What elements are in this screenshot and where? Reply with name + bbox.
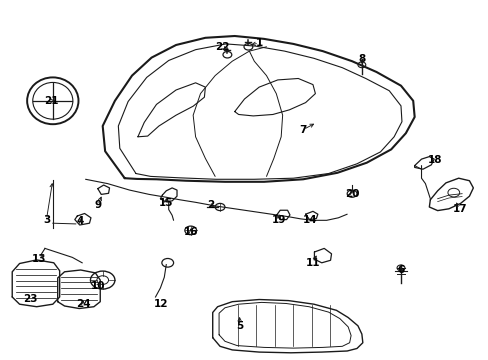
Text: 10: 10 <box>90 281 105 291</box>
Text: 11: 11 <box>305 258 320 268</box>
Text: 15: 15 <box>159 198 173 208</box>
Text: 8: 8 <box>358 54 365 64</box>
Text: 1: 1 <box>255 38 262 48</box>
Text: 18: 18 <box>427 155 442 165</box>
Text: 14: 14 <box>303 215 317 225</box>
Text: 5: 5 <box>236 321 243 331</box>
Text: 12: 12 <box>154 299 168 309</box>
Text: 3: 3 <box>43 215 50 225</box>
Text: 17: 17 <box>451 204 466 214</box>
Text: 24: 24 <box>76 299 90 309</box>
Text: 19: 19 <box>271 215 285 225</box>
Text: 13: 13 <box>32 254 46 264</box>
Text: 21: 21 <box>44 96 59 106</box>
Text: 20: 20 <box>344 189 359 199</box>
Text: 22: 22 <box>215 42 229 52</box>
Text: 6: 6 <box>397 265 404 275</box>
Text: 4: 4 <box>77 216 84 226</box>
Text: 2: 2 <box>206 200 213 210</box>
Text: 23: 23 <box>23 294 38 304</box>
Text: 9: 9 <box>94 200 101 210</box>
Text: 16: 16 <box>183 227 198 237</box>
Text: 7: 7 <box>299 125 306 135</box>
